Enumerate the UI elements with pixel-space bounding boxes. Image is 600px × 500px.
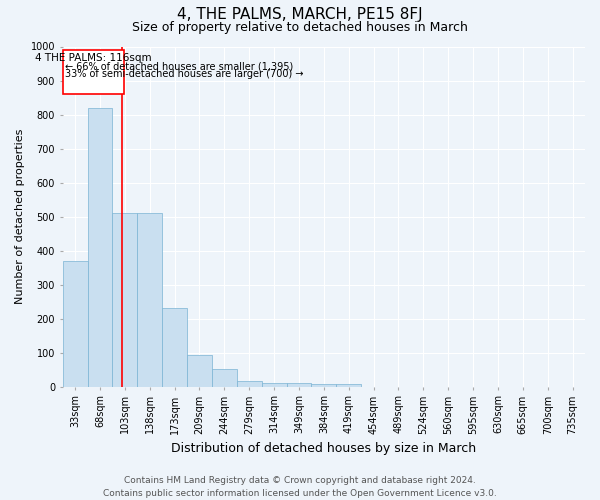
Bar [137, 213, 162, 386]
Bar [237, 380, 262, 386]
FancyBboxPatch shape [62, 50, 124, 94]
Text: 33% of semi-detached houses are larger (700) →: 33% of semi-detached houses are larger (… [65, 70, 303, 80]
Bar [88, 108, 112, 386]
Text: 4 THE PALMS: 116sqm: 4 THE PALMS: 116sqm [35, 52, 152, 62]
Bar [212, 369, 237, 386]
X-axis label: Distribution of detached houses by size in March: Distribution of detached houses by size … [171, 442, 476, 455]
Bar [62, 261, 88, 386]
Bar [112, 213, 137, 386]
Y-axis label: Number of detached properties: Number of detached properties [15, 129, 25, 304]
Text: Size of property relative to detached houses in March: Size of property relative to detached ho… [132, 21, 468, 34]
Bar [162, 308, 187, 386]
Text: Contains HM Land Registry data © Crown copyright and database right 2024.
Contai: Contains HM Land Registry data © Crown c… [103, 476, 497, 498]
Bar [187, 355, 212, 386]
Text: ← 66% of detached houses are smaller (1,395): ← 66% of detached houses are smaller (1,… [65, 61, 293, 71]
Bar [311, 384, 336, 386]
Bar [262, 382, 287, 386]
Bar [287, 383, 311, 386]
Bar [336, 384, 361, 386]
Text: 4, THE PALMS, MARCH, PE15 8FJ: 4, THE PALMS, MARCH, PE15 8FJ [177, 8, 423, 22]
